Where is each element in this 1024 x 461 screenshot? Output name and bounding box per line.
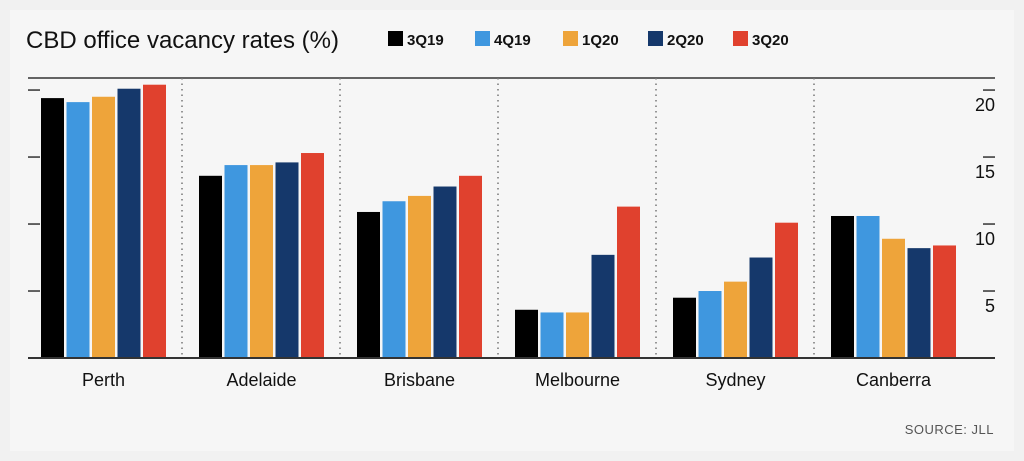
bars: [41, 84, 956, 359]
x-axis-labels: Perth Adelaide Brisbane Melbourne Sydney Canb…: [82, 370, 932, 390]
bar-canberra-1Q20: [882, 238, 905, 358]
bar-melbourne-2Q20: [591, 254, 615, 358]
legend-label-4Q19: 4Q19: [494, 32, 531, 49]
bar-adelaide-4Q19: [224, 165, 248, 358]
bar-brisbane-3Q19: [357, 211, 380, 358]
bar-brisbane-2Q20: [433, 186, 457, 358]
category-label-brisbane: Brisbane: [384, 370, 455, 390]
legend-swatch-3Q20: [733, 31, 748, 46]
gridlines: [28, 77, 995, 358]
category-label-melbourne: Melbourne: [535, 370, 620, 390]
chart-title: CBD office vacancy rates (%): [26, 27, 339, 54]
legend-label-2Q20: 2Q20: [667, 32, 704, 49]
bar-adelaide-1Q20: [250, 165, 273, 358]
bar-adelaide-2Q20: [275, 162, 299, 358]
bar-canberra-4Q19: [856, 215, 880, 358]
legend-swatch-1Q20: [563, 31, 578, 46]
bar-brisbane-1Q20: [408, 195, 431, 358]
bar-adelaide-3Q20: [301, 153, 324, 358]
bar-sydney-3Q19: [673, 297, 696, 358]
bar-sydney-1Q20: [724, 281, 747, 358]
bar-sydney-3Q20: [775, 222, 798, 358]
category-label-perth: Perth: [82, 370, 125, 390]
category-label-adelaide: Adelaide: [226, 370, 296, 390]
bar-perth-3Q19: [41, 98, 64, 358]
y-tick-label-15: 15: [975, 162, 995, 182]
bar-perth-4Q19: [66, 102, 90, 358]
bar-melbourne-3Q20: [617, 206, 640, 358]
y-tick-label-10: 10: [975, 229, 995, 249]
legend-label-1Q20: 1Q20: [582, 32, 619, 49]
bar-sydney-2Q20: [749, 257, 773, 358]
legend-swatch-4Q19: [475, 31, 490, 46]
bar-melbourne-1Q20: [566, 312, 589, 358]
bar-canberra-2Q20: [907, 248, 931, 358]
bar-brisbane-3Q20: [459, 175, 482, 358]
category-label-canberra: Canberra: [856, 370, 932, 390]
bar-brisbane-4Q19: [382, 201, 406, 358]
legend-swatch-3Q19: [388, 31, 403, 46]
bar-canberra-3Q19: [831, 215, 854, 358]
legend: 3Q19 4Q19 1Q20 2Q20 3Q20: [388, 31, 789, 49]
bar-sydney-4Q19: [698, 291, 722, 358]
bar-perth-3Q20: [143, 84, 166, 359]
legend-swatch-2Q20: [648, 31, 663, 46]
y-axis-ticks: 5 10 15 20: [975, 95, 995, 316]
bar-melbourne-3Q19: [515, 309, 538, 358]
bar-perth-2Q20: [117, 88, 141, 358]
category-label-sydney: Sydney: [705, 370, 765, 390]
bar-adelaide-3Q19: [199, 175, 222, 358]
y-tick-label-20: 20: [975, 95, 995, 115]
legend-label-3Q19: 3Q19: [407, 32, 444, 49]
legend-label-3Q20: 3Q20: [752, 32, 789, 49]
y-tick-label-5: 5: [985, 296, 995, 316]
bar-canberra-3Q20: [933, 245, 956, 358]
bar-melbourne-4Q19: [540, 312, 564, 358]
bar-perth-1Q20: [92, 96, 115, 358]
source-note: SOURCE: JLL: [905, 422, 994, 437]
